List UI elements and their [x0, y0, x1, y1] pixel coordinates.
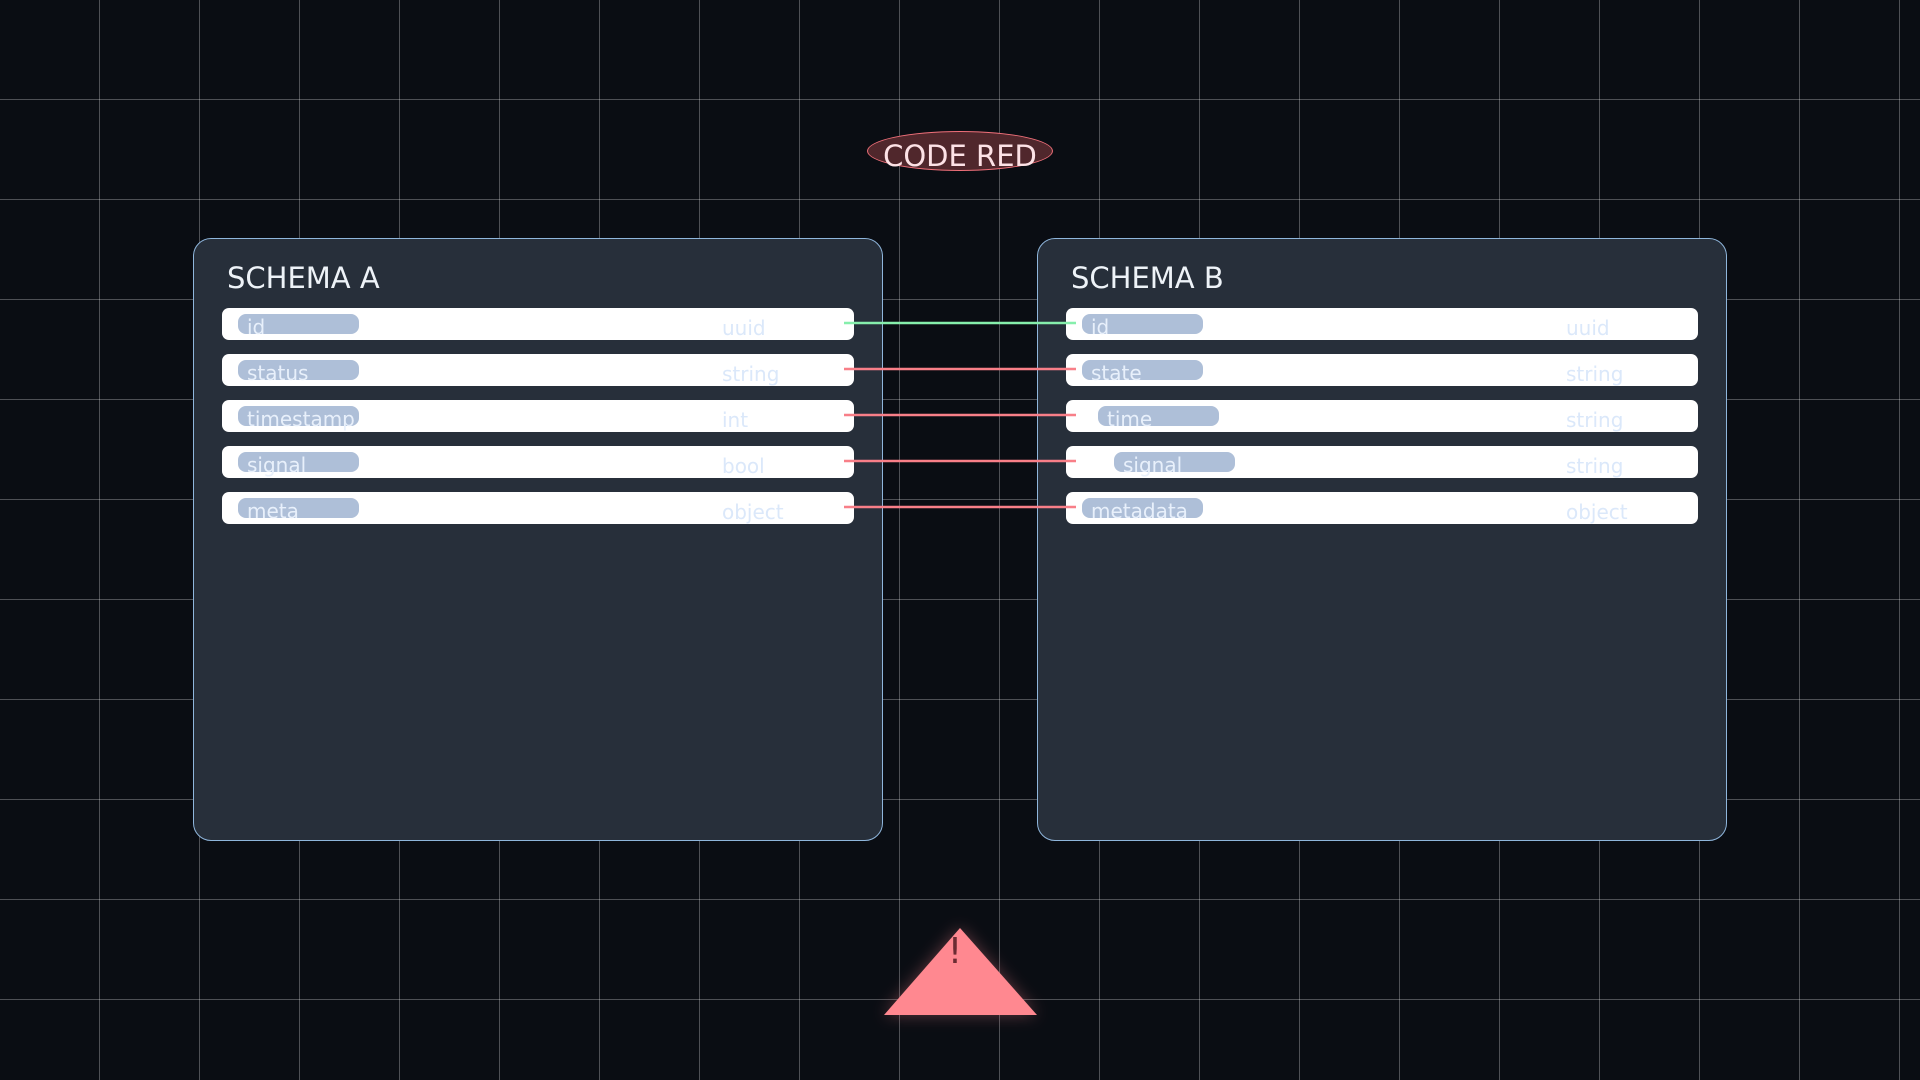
- warning-exclamation: !: [948, 931, 962, 972]
- code-red-badge: [867, 131, 1053, 171]
- field-name: status: [247, 361, 309, 385]
- schema-b-field-row[interactable]: state string: [1066, 354, 1698, 386]
- field-type: object: [1566, 500, 1628, 524]
- field-name: timestamp: [247, 407, 355, 431]
- field-name: state: [1091, 361, 1142, 385]
- field-type: object: [722, 500, 784, 524]
- field-pill: [1082, 360, 1203, 380]
- field-name: signal: [247, 453, 307, 477]
- field-pill: [238, 498, 359, 518]
- field-pill: [238, 406, 359, 426]
- field-name: id: [247, 315, 266, 339]
- schema-a-field-row[interactable]: timestamp int: [222, 400, 854, 432]
- field-type: int: [722, 408, 749, 432]
- field-pill: [238, 452, 359, 472]
- schema-b-panel: SCHEMA B id uuid state string time string s…: [1037, 238, 1727, 841]
- field-name: signal: [1123, 453, 1183, 477]
- field-type: uuid: [1566, 316, 1610, 340]
- schema-a-field-row[interactable]: meta object: [222, 492, 854, 524]
- code-red-label: CODE RED: [883, 139, 1037, 173]
- schema-a-title: SCHEMA A: [227, 261, 380, 295]
- schema-b-title: SCHEMA B: [1071, 261, 1224, 295]
- schema-a-field-row[interactable]: status string: [222, 354, 854, 386]
- schema-b-field-row[interactable]: time string: [1066, 400, 1698, 432]
- field-name: meta: [247, 499, 299, 523]
- schema-b-field-row[interactable]: metadata object: [1066, 492, 1698, 524]
- schema-a-field-row[interactable]: signal bool: [222, 446, 854, 478]
- field-type: string: [722, 362, 780, 386]
- field-type: string: [1566, 408, 1624, 432]
- field-type: bool: [722, 454, 765, 478]
- field-pill: [238, 360, 359, 380]
- field-pill: [1098, 406, 1219, 426]
- field-name: metadata: [1091, 499, 1188, 523]
- field-pill: [1082, 314, 1203, 334]
- schema-b-field-row[interactable]: signal string: [1066, 446, 1698, 478]
- warning-triangle-icon: [884, 928, 1037, 1015]
- schema-a-field-row[interactable]: id uuid: [222, 308, 854, 340]
- field-type: string: [1566, 362, 1624, 386]
- field-pill: [238, 314, 359, 334]
- field-name: time: [1107, 407, 1153, 431]
- field-pill: [1114, 452, 1235, 472]
- field-pill: [1082, 498, 1203, 518]
- schema-a-panel: SCHEMA A id uuid status string timestamp in…: [193, 238, 883, 841]
- field-name: id: [1091, 315, 1110, 339]
- field-type: uuid: [722, 316, 766, 340]
- field-type: string: [1566, 454, 1624, 478]
- schema-b-field-row[interactable]: id uuid: [1066, 308, 1698, 340]
